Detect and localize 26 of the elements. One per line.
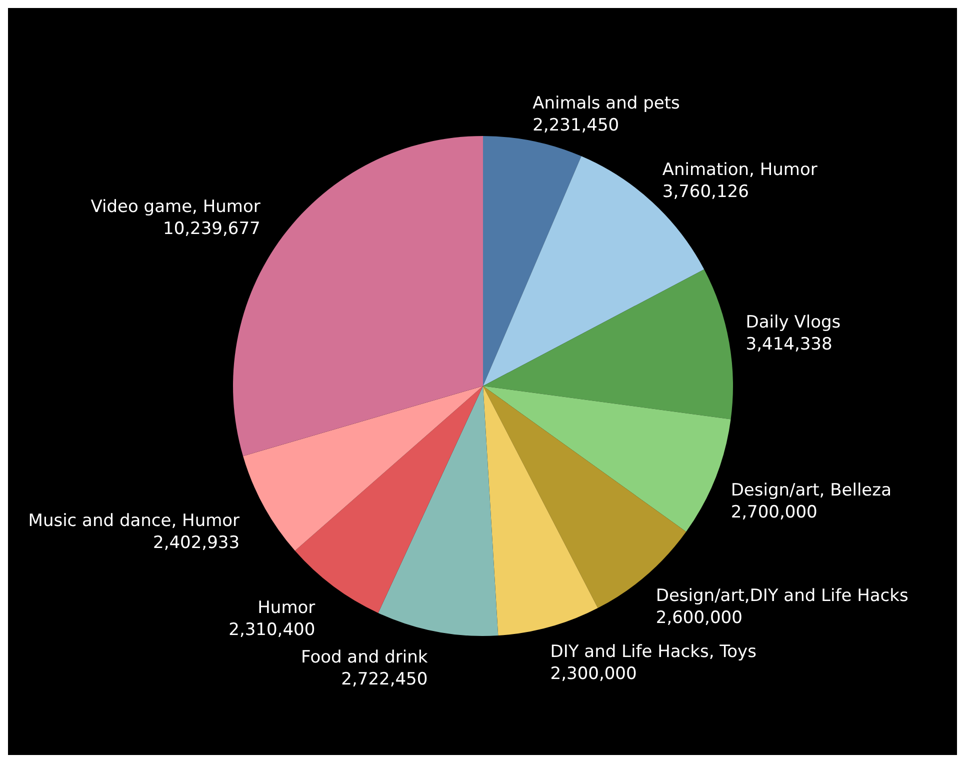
- pie-slice: [243, 386, 483, 551]
- data-label: 2,300,000: [550, 664, 637, 684]
- data-label: 3,414,338: [746, 334, 832, 354]
- slice-label: Video game, Humor: [90, 196, 260, 217]
- data-label: 2,231,450: [532, 116, 620, 136]
- slice-label: Design/art,DIY and Life Hacks: [656, 586, 908, 606]
- slice-label: Animals and pets: [532, 94, 680, 114]
- data-label: 2,600,000: [656, 608, 742, 628]
- data-label: 2,722,450: [341, 669, 428, 690]
- slice-label: DIY and Life Hacks, Toys: [550, 642, 757, 662]
- slice-label: Food and drink: [301, 647, 428, 668]
- slice-label: Design/art, Belleza: [730, 480, 892, 500]
- pie-slice: [378, 386, 498, 636]
- slice-label: Animation, Humor: [662, 160, 818, 180]
- data-label: 2,402,933: [153, 532, 240, 553]
- slice-label: Humor: [258, 598, 316, 618]
- data-label: 2,700,000: [730, 502, 818, 522]
- slice-label: Daily Vlogs: [746, 312, 841, 332]
- data-label: 2,310,400: [228, 620, 316, 640]
- pie-slice: [483, 386, 731, 532]
- data-label: 10,239,677: [163, 218, 260, 239]
- pie-slice: [483, 136, 582, 386]
- pie-slice: [483, 269, 733, 420]
- slice-label: Music and dance, Humor: [28, 510, 240, 531]
- pie-slice: [483, 386, 598, 636]
- data-label: 3,760,126: [662, 182, 749, 202]
